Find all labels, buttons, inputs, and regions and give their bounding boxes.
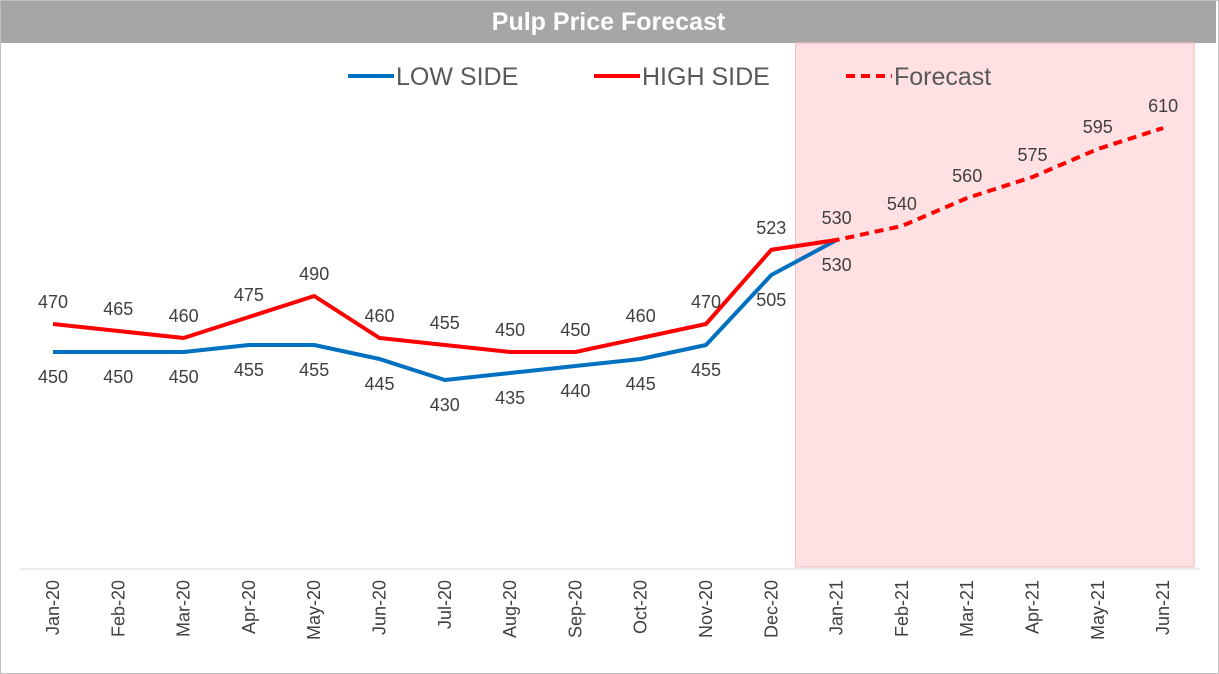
data-label-high: 455 <box>430 313 460 333</box>
x-tick-label: May-20 <box>304 580 324 640</box>
data-label-high: 460 <box>364 306 394 326</box>
data-label-low: 455 <box>691 360 721 380</box>
data-label-low: 440 <box>560 381 590 401</box>
data-label-high: 450 <box>495 320 525 340</box>
series-line-high-side <box>52 238 837 354</box>
data-label-high: 490 <box>299 264 329 284</box>
data-label-forecast: 540 <box>887 194 917 214</box>
data-label-low: 450 <box>38 367 68 387</box>
data-label-high: 475 <box>234 285 264 305</box>
data-label-low: 450 <box>169 367 199 387</box>
x-tick-label: Jun-21 <box>1153 580 1173 635</box>
data-label-low: 430 <box>430 395 460 415</box>
data-label-high: 523 <box>756 218 786 238</box>
data-label-low: 455 <box>234 360 264 380</box>
x-tick-label: Dec-20 <box>761 580 781 638</box>
x-tick-label: Aug-20 <box>500 580 520 638</box>
data-label-low: 445 <box>364 374 394 394</box>
data-label-high: 470 <box>38 292 68 312</box>
x-tick-label: Jul-20 <box>435 580 455 629</box>
x-tick-label: Nov-20 <box>696 580 716 638</box>
x-tick-label: Jun-20 <box>370 580 390 635</box>
data-label-low: 450 <box>103 367 133 387</box>
x-tick-label: May-21 <box>1088 580 1108 640</box>
forecast-region <box>795 42 1195 568</box>
data-label-high: 470 <box>691 292 721 312</box>
data-label-low: 445 <box>626 374 656 394</box>
legend-label: LOW SIDE <box>396 63 518 91</box>
x-tick-label: Feb-21 <box>892 580 912 637</box>
x-tick-label: Jan-21 <box>827 580 847 635</box>
x-tick-label: Feb-20 <box>108 580 128 637</box>
x-tick-label: Mar-20 <box>174 580 194 637</box>
x-tick-label: Oct-20 <box>631 580 651 634</box>
data-label-high: 460 <box>626 306 656 326</box>
chart-title-bar: Pulp Price Forecast <box>1 1 1216 43</box>
data-label-forecast: 610 <box>1148 96 1178 116</box>
data-label-high: 465 <box>103 299 133 319</box>
x-tick-label: Apr-20 <box>239 580 259 634</box>
data-label-forecast: 595 <box>1083 117 1113 137</box>
data-label-low: 530 <box>822 255 852 275</box>
x-tick-label: Apr-21 <box>1023 580 1043 634</box>
x-tick-label: Mar-21 <box>957 580 977 637</box>
legend-label: HIGH SIDE <box>642 63 770 91</box>
chart-title: Pulp Price Forecast <box>491 7 726 36</box>
legend-label: Forecast <box>894 63 991 91</box>
x-tick-label: Sep-20 <box>565 580 585 638</box>
data-label-low: 505 <box>756 290 786 310</box>
data-label-forecast: 575 <box>1017 145 1047 165</box>
data-label-low: 435 <box>495 388 525 408</box>
x-tick-label: Jan-20 <box>43 580 63 635</box>
data-label-high: 450 <box>560 320 590 340</box>
data-label-low: 455 <box>299 360 329 380</box>
data-label-forecast: 560 <box>952 166 982 186</box>
data-label-high: 460 <box>169 306 199 326</box>
series-line-low-side <box>53 238 838 382</box>
data-label-high: 530 <box>822 208 852 228</box>
